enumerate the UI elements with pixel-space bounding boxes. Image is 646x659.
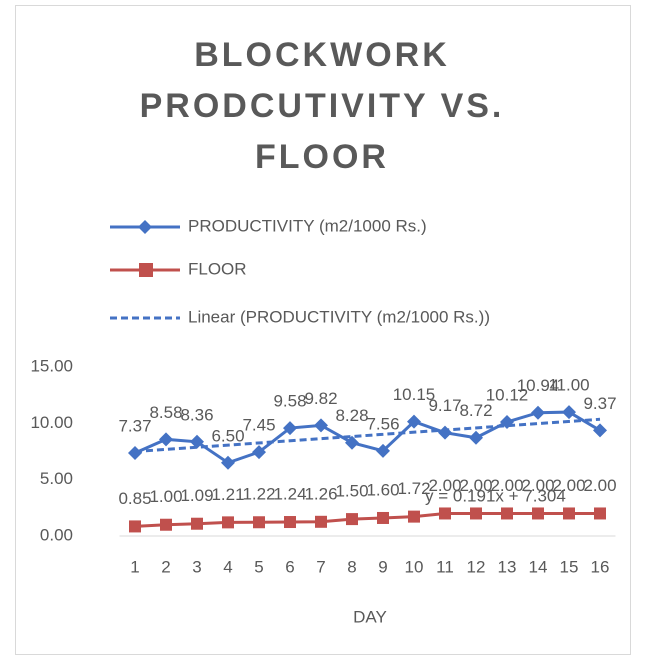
x-tick-label: 7 — [316, 557, 325, 576]
x-tick-label: 8 — [347, 557, 356, 576]
data-label: 2.00 — [428, 476, 461, 495]
data-label: 10.94 — [517, 376, 560, 395]
trendline-equation: y = 0.191x + 7.304 — [425, 486, 566, 505]
x-tick-label: 6 — [285, 557, 294, 576]
x-tick-label: 14 — [529, 557, 548, 576]
data-label: 1.00 — [149, 487, 182, 506]
marker — [532, 507, 544, 520]
marker — [159, 432, 173, 447]
data-label: 1.50 — [335, 482, 368, 501]
data-label: 2.00 — [490, 476, 523, 495]
marker — [191, 517, 203, 530]
data-label: 8.72 — [459, 401, 492, 420]
marker — [408, 510, 420, 523]
marker — [469, 430, 483, 445]
series-line — [134, 410, 601, 465]
marker — [439, 507, 451, 520]
data-label: 9.37 — [583, 394, 616, 413]
data-label: 1.26 — [304, 484, 337, 503]
x-tick-label: 4 — [223, 557, 232, 576]
marker — [222, 516, 234, 529]
data-label: 1.22 — [242, 485, 275, 504]
marker — [160, 518, 172, 531]
y-tick-label: 15.00 — [30, 356, 73, 375]
data-label: 8.36 — [180, 405, 213, 424]
marker — [128, 445, 142, 460]
x-tick-label: 9 — [378, 557, 387, 576]
chart-border — [15, 5, 631, 655]
data-label: 2.00 — [459, 476, 492, 495]
x-tick-label: 2 — [161, 557, 170, 576]
marker — [593, 423, 607, 438]
x-axis-label: DAY — [353, 607, 387, 626]
marker — [221, 455, 235, 470]
y-tick-label: 5.00 — [40, 469, 73, 488]
marker — [190, 434, 204, 449]
legend-marker — [139, 263, 153, 277]
marker — [284, 516, 296, 529]
legend-marker — [138, 220, 152, 234]
marker — [563, 507, 575, 520]
x-tick-label: 10 — [405, 557, 424, 576]
legend-label: PRODUCTIVITY (m2/1000 Rs.) — [188, 216, 427, 235]
legend-label: Linear (PRODUCTIVITY (m2/1000 Rs.)) — [188, 307, 490, 326]
marker — [594, 507, 606, 520]
data-label: 8.58 — [149, 403, 182, 422]
y-tick-label: 10.00 — [30, 413, 73, 432]
marker — [470, 507, 482, 520]
marker — [501, 507, 513, 520]
data-label: 2.00 — [583, 476, 616, 495]
data-label: 10.15 — [393, 385, 436, 404]
data-label: 1.24 — [273, 485, 306, 504]
x-tick-label: 11 — [436, 557, 454, 576]
marker — [314, 418, 328, 433]
x-tick-label: 16 — [591, 557, 610, 576]
data-label: 6.50 — [211, 426, 244, 445]
marker — [562, 405, 576, 420]
chart-title: BLOCKWORK PRODCUTIVITY VS. FLOOR — [139, 36, 505, 176]
marker — [283, 421, 297, 436]
series-line — [134, 511, 600, 528]
data-label: 7.56 — [366, 414, 399, 433]
marker — [252, 445, 266, 460]
marker — [315, 515, 327, 528]
x-tick-label: 1 — [130, 557, 139, 576]
x-tick-label: 3 — [192, 557, 201, 576]
x-tick-label: 5 — [254, 557, 263, 576]
marker — [129, 520, 141, 533]
y-tick-label: 0.00 — [40, 525, 73, 544]
data-label: 1.09 — [180, 486, 213, 505]
x-tick-label: 15 — [560, 557, 579, 576]
data-label: 2.00 — [552, 476, 585, 495]
marker — [376, 443, 390, 458]
data-label: 9.17 — [428, 396, 461, 415]
data-label: 7.45 — [242, 416, 275, 435]
marker — [438, 425, 452, 440]
data-label: 2.00 — [521, 476, 554, 495]
trendline — [134, 417, 601, 454]
marker — [531, 405, 545, 420]
data-label: 8.28 — [335, 406, 368, 425]
data-label: 1.72 — [397, 479, 430, 498]
data-label: 9.58 — [273, 392, 306, 411]
data-label: 7.37 — [118, 416, 151, 435]
data-label: 0.85 — [118, 489, 151, 508]
x-tick-label: 12 — [467, 557, 486, 576]
x-tick-label: 13 — [498, 557, 517, 576]
data-label: 9.82 — [304, 389, 337, 408]
legend-label: FLOOR — [188, 259, 247, 278]
marker — [253, 516, 265, 529]
marker — [407, 414, 421, 429]
data-label: 1.21 — [211, 485, 244, 504]
data-label: 10.12 — [486, 385, 529, 404]
data-label: 11.00 — [548, 376, 589, 395]
marker — [377, 511, 389, 524]
marker — [345, 435, 359, 450]
data-label: 1.60 — [366, 480, 399, 499]
marker — [346, 513, 358, 526]
